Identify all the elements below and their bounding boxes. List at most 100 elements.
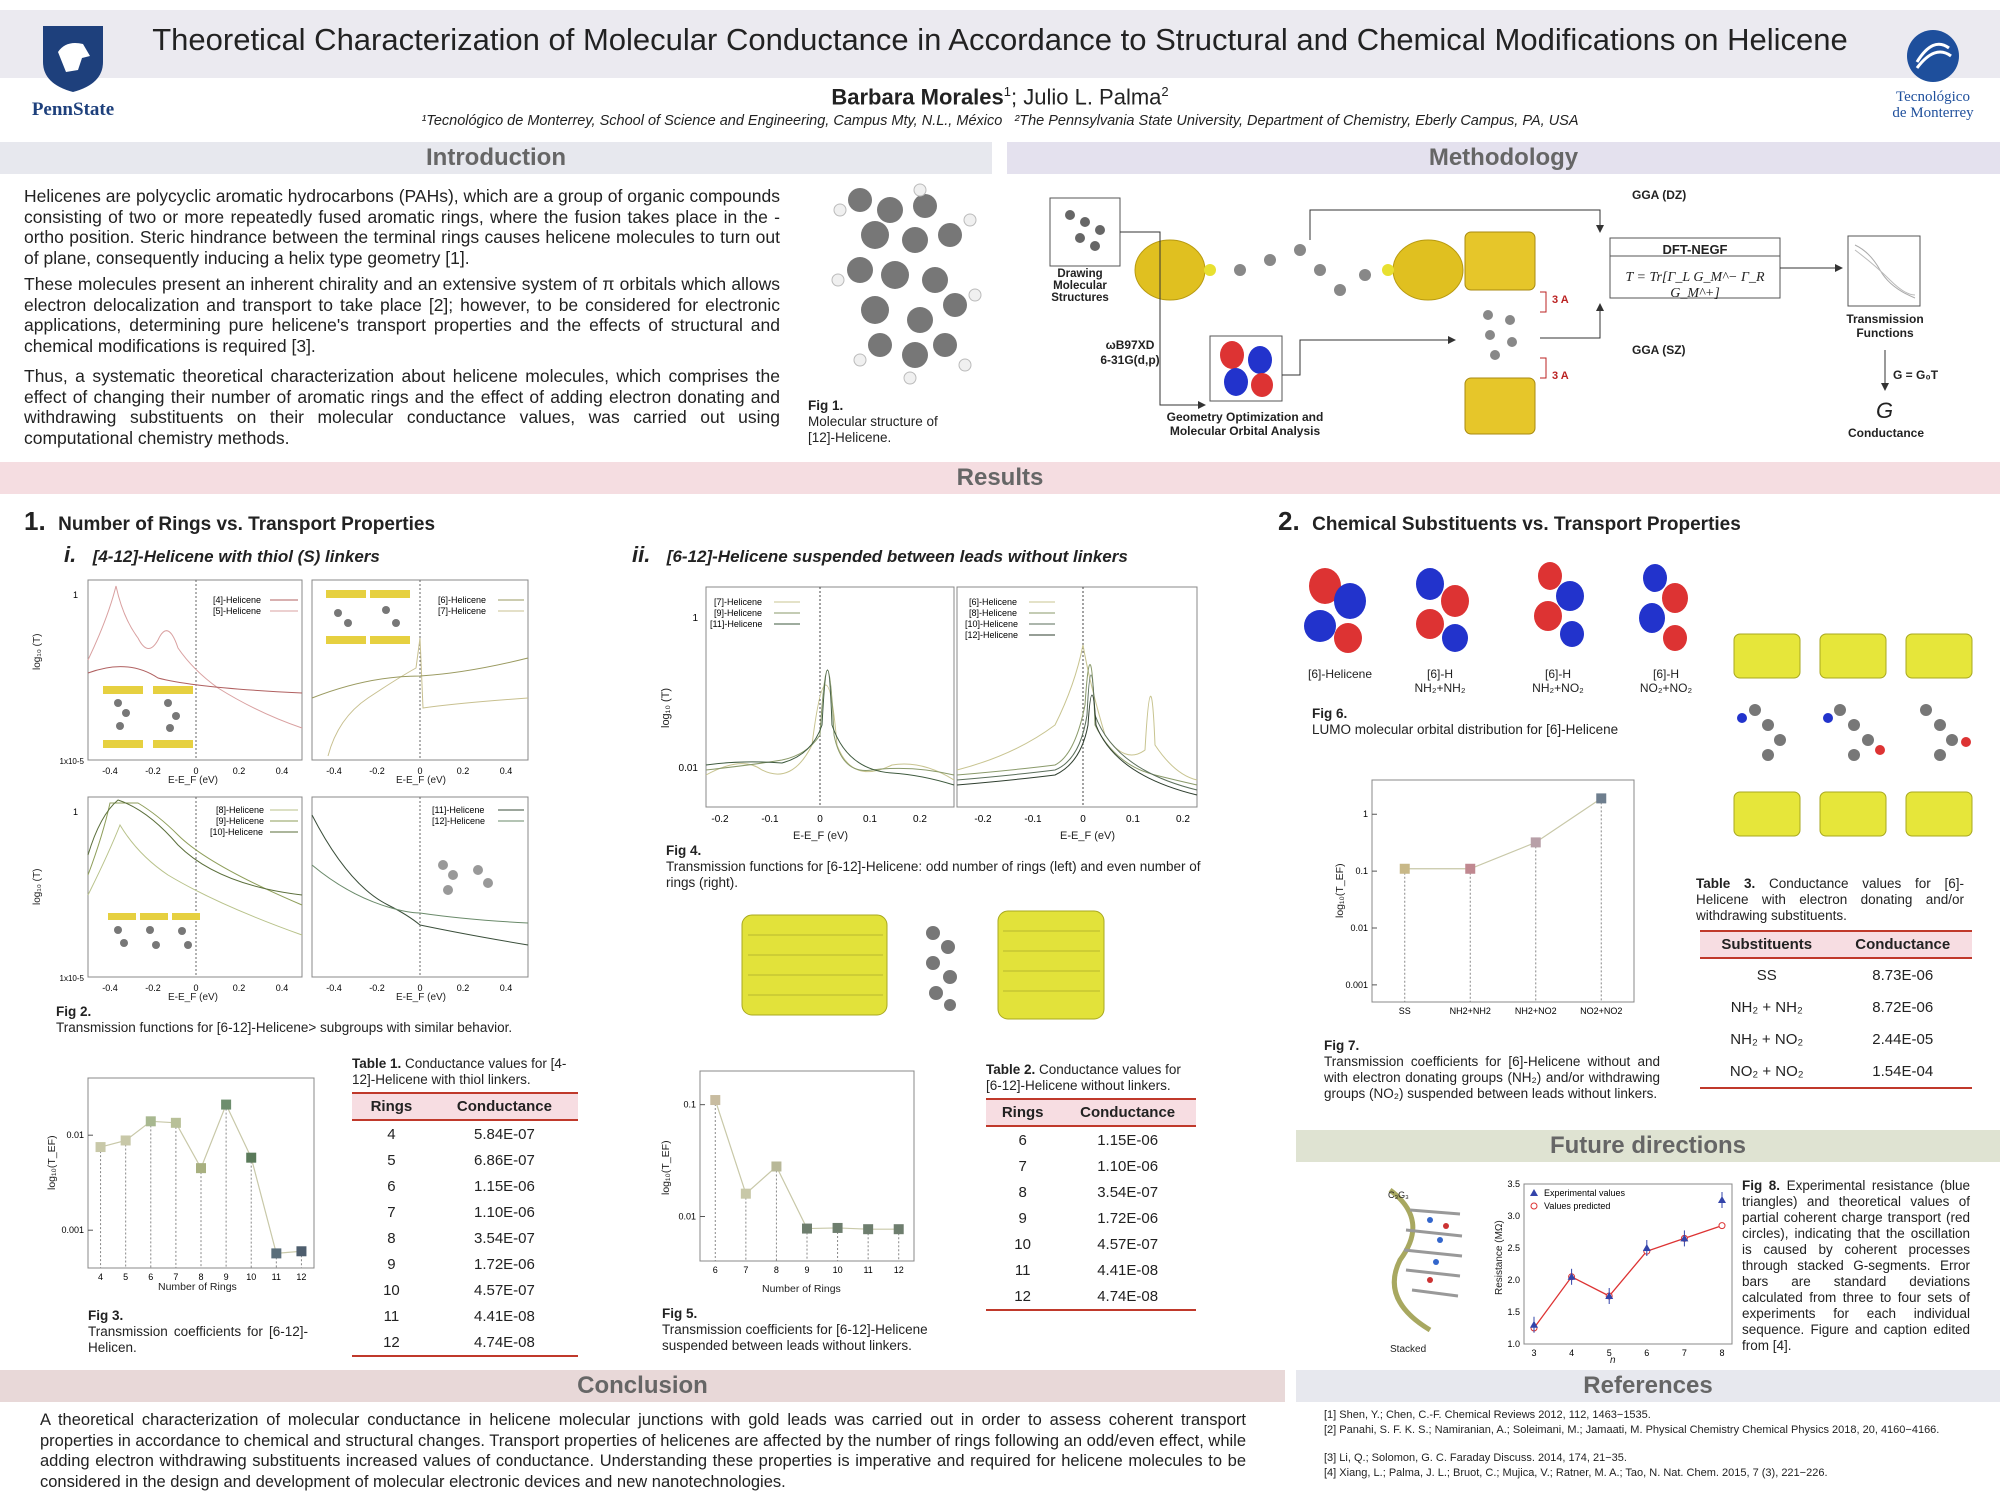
data-point — [170, 1117, 181, 1128]
affil-2: ²The Pennsylvania State University, Depa… — [1014, 113, 1579, 129]
table1-cell: 10 — [383, 1281, 400, 1299]
fig3-caption: Fig 3. Transmission coefficients for [6-1… — [88, 1308, 308, 1356]
svg-text:0.01: 0.01 — [679, 763, 699, 774]
table2-header-conductance: Conductance — [1059, 1098, 1196, 1127]
svg-text:0: 0 — [817, 814, 823, 825]
x-tick-label: 6 — [1644, 1348, 1649, 1358]
fig2-label: Fig 2. — [56, 1004, 92, 1019]
svg-text:0.2: 0.2 — [1176, 814, 1190, 825]
x-tick-label: 9 — [224, 1272, 229, 1282]
svg-text:[12]-Helicene: [12]-Helicene — [965, 630, 1018, 640]
table3-cell: 8.72E-06 — [1872, 998, 1934, 1016]
table1-caption-label: Table 1. — [352, 1056, 402, 1071]
y-tick-label: 1.0 — [1507, 1339, 1520, 1349]
pennstate-wordmark: PennState — [31, 99, 115, 120]
table1-caption-text: Conductance values for [4-12]-Helicene w… — [352, 1056, 567, 1087]
table2-cell: 4.41E-08 — [1097, 1261, 1159, 1279]
reference-3: [3] Li, Q.; Solomon, G. C. Faraday Discu… — [1324, 1452, 1627, 1464]
svg-text:0: 0 — [1080, 814, 1086, 825]
meth-dft: DFT-NEGF — [1662, 242, 1728, 257]
y-tick-label: 3.5 — [1507, 1179, 1520, 1189]
svg-text:0.2: 0.2 — [457, 983, 470, 993]
table2-cell: 6 — [1018, 1131, 1027, 1149]
dna-stacked-label: Stacked — [1390, 1344, 1427, 1355]
fig2-plot-b: -0.4 -0.2 0 0.2 0.4 [6]-Helicene[7]-Helicene — [311, 579, 529, 776]
x-tick-label: 5 — [1607, 1348, 1612, 1358]
table1-cell: 5.84E-07 — [473, 1125, 535, 1143]
x-tick-label: 6 — [713, 1265, 718, 1275]
fig7-label: Fig 7. — [1324, 1038, 1360, 1053]
meth-transmission: Transmission Functions — [1846, 312, 1924, 340]
table3-cell: NH₂ + NO₂ — [1730, 1030, 1804, 1048]
reference-2: [2] Panahi, S. F. K. S.; Namiranian, A.;… — [1324, 1424, 1940, 1436]
table1-cell: 1.72E-06 — [473, 1255, 535, 1273]
svg-text:0.4: 0.4 — [276, 766, 289, 776]
table3-caption-label: Table 3. — [1696, 876, 1756, 891]
table-row: 12 4.74E-08 — [352, 1329, 578, 1357]
section2-heading: 2. Chemical Substituents vs. Transport P… — [1278, 506, 1741, 537]
data-point — [221, 1099, 232, 1110]
table-row: SS 8.73E-06 — [1700, 958, 1972, 991]
svg-text:[4]-Helicene: [4]-Helicene — [213, 595, 261, 605]
legend-marker-experimental — [1530, 1189, 1538, 1196]
fig6-label-4: [6]-H NO₂+NO₂ — [1639, 667, 1693, 695]
x-tick-label: NO2+NO2 — [1580, 1006, 1622, 1016]
svg-text:-0.1: -0.1 — [761, 814, 779, 825]
svg-text:0.2: 0.2 — [233, 766, 246, 776]
tec-logo: Tecnológico de Monterrey — [1878, 28, 1988, 128]
svg-text:0.2: 0.2 — [913, 814, 927, 825]
svg-text:1: 1 — [692, 613, 698, 624]
svg-text:-0.2: -0.2 — [711, 814, 729, 825]
section1-title: Number of Rings vs. Transport Properties — [58, 514, 436, 535]
section1-heading: 1. Number of Rings vs. Transport Propert… — [24, 506, 435, 537]
table2-cell: 1.15E-06 — [1097, 1131, 1159, 1149]
meth-g-eq: G = G₀T — [1893, 368, 1939, 382]
table1-cell: 5 — [387, 1151, 396, 1169]
table-row: 10 4.57E-07 — [352, 1277, 578, 1303]
x-tick-label: 10 — [246, 1272, 256, 1282]
table1-cell: 9 — [387, 1255, 396, 1273]
svg-text:-0.4: -0.4 — [326, 983, 342, 993]
svg-text:-0.2: -0.2 — [145, 983, 161, 993]
y-tick-label: 3.0 — [1507, 1211, 1520, 1221]
table1-cell: 1.10E-06 — [473, 1203, 535, 1221]
data-point — [1530, 837, 1541, 848]
table-row: 4 5.84E-07 — [352, 1120, 578, 1147]
x-tick-label: 7 — [173, 1272, 178, 1282]
data-point — [246, 1152, 257, 1163]
table-row: 11 4.41E-08 — [352, 1303, 578, 1329]
experimental-point — [1605, 1292, 1614, 1299]
section1i-heading: i. [4-12]-Helicene with thiol (S) linker… — [64, 542, 380, 568]
svg-text:1x10-5: 1x10-5 — [60, 757, 85, 766]
meth-method: ωB97XD — [1105, 338, 1155, 352]
table3-header-conductance: Conductance — [1833, 930, 1972, 959]
experimental-point — [1530, 1320, 1538, 1328]
svg-text:[12]-Helicene: [12]-Helicene — [432, 816, 485, 826]
data-point — [1399, 863, 1410, 874]
svg-text:0.4: 0.4 — [500, 983, 513, 993]
data-point — [196, 1163, 206, 1174]
svg-text:[9]-Helicene: [9]-Helicene — [216, 816, 264, 826]
data-point — [893, 1224, 904, 1235]
section1i-title: [4-12]-Helicene with thiol (S) linkers — [92, 547, 380, 566]
table-row: 12 4.74E-08 — [986, 1283, 1196, 1311]
x-tick-label: NH2+NO2 — [1515, 1006, 1557, 1016]
table3-cell: NO₂ + NO₂ — [1700, 1055, 1834, 1089]
reference-4: [4] Xiang, L.; Palma, J. L.; Bruot, C.; … — [1324, 1467, 1828, 1479]
data-point — [120, 1135, 131, 1146]
y-tick-label: 2.0 — [1507, 1275, 1520, 1285]
meth-conductance: Conductance — [1847, 426, 1924, 440]
svg-text:0.4: 0.4 — [276, 983, 289, 993]
legend-label-experimental: Experimental values — [1544, 1188, 1626, 1198]
fig1-label: Fig 1. — [808, 398, 844, 413]
table1-cell: 4.57E-07 — [473, 1281, 535, 1299]
fig1-caption: Fig 1. Molecular structure of [12]-Helice… — [808, 398, 968, 446]
table-row: 7 1.10E-06 — [986, 1153, 1196, 1179]
svg-text:[7]-Helicene: [7]-Helicene — [714, 597, 762, 607]
svg-text:[5]-Helicene: [5]-Helicene — [213, 606, 261, 616]
svg-text:[8]-Helicene: [8]-Helicene — [216, 805, 264, 815]
meth-gga-dz: GGA (DZ) — [1632, 188, 1687, 202]
table1-cell: 1.15E-06 — [473, 1177, 535, 1195]
y-tick-label: 1 — [1363, 809, 1368, 819]
fig4-caption: Fig 4. Transmission functions for [6-12]-… — [666, 843, 1206, 891]
